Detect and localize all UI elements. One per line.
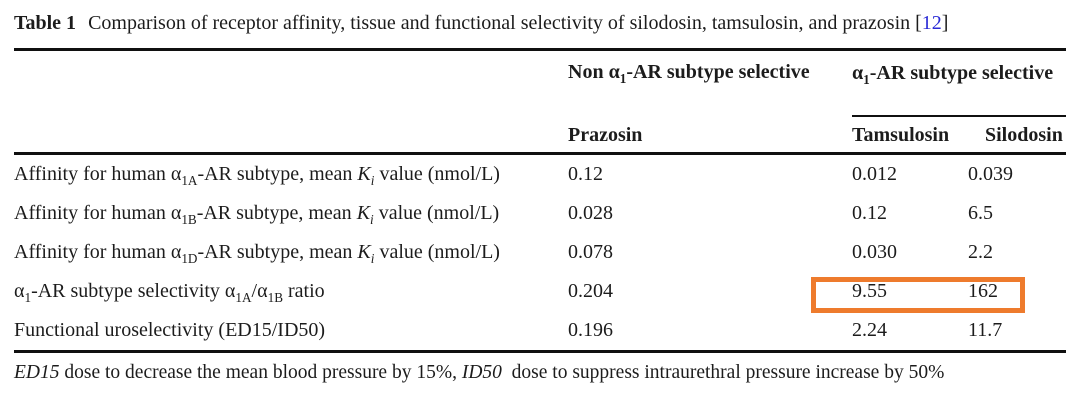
header-spacer: [14, 117, 568, 152]
group-header-non-selective: Non α1-AR subtype selective: [568, 61, 810, 86]
cell-tamsulosin: 0.012: [852, 163, 897, 185]
cell-prazosin: 0.12: [568, 163, 603, 185]
table-body: Affinity for human α1A-AR subtype, mean …: [14, 155, 1066, 350]
citation-link[interactable]: [12]: [915, 12, 949, 34]
cell-silodosin-highlighted: 162: [968, 280, 998, 302]
table-caption-label: Table 1: [14, 12, 77, 34]
table-caption: Table 1 Comparison of receptor affinity, …: [14, 12, 1066, 35]
cell-silodosin: 2.2: [968, 241, 993, 263]
table-bottom-rule: [14, 350, 1066, 353]
table: Non α1-AR subtype selective α1-AR subtyp…: [14, 48, 1066, 353]
row-label: α1-AR subtype selectivity α1A/α1B ratio: [14, 280, 325, 305]
table-footnote: ED15 dose to decrease the mean blood pre…: [14, 362, 945, 383]
row-label: Functional uroselectivity (ED15/ID50): [14, 319, 326, 341]
cell-tamsulosin: 0.030: [852, 241, 897, 263]
cell-prazosin: 0.204: [568, 280, 613, 302]
table-header-rule: [14, 152, 1066, 155]
citation-number[interactable]: 12: [921, 12, 942, 34]
cell-prazosin: 0.028: [568, 202, 613, 224]
group-header-selective: α1-AR subtype selective: [852, 51, 1066, 117]
table-top-rule: [14, 48, 1066, 51]
cell-prazosin: 0.078: [568, 241, 613, 263]
table-caption-text: Comparison of receptor affinity, tissue …: [88, 12, 911, 34]
cell-tamsulosin: 2.24: [852, 319, 887, 341]
row-label: Affinity for human α1A-AR subtype, mean …: [14, 163, 500, 188]
table-header: Non α1-AR subtype selective α1-AR subtyp…: [14, 51, 1066, 152]
cell-silodosin: 6.5: [968, 202, 993, 224]
row-label: Affinity for human α1D-AR subtype, mean …: [14, 241, 500, 266]
header-spacer: [14, 51, 568, 117]
cell-prazosin: 0.196: [568, 319, 613, 341]
column-header-silodosin: Silodosin: [985, 124, 1063, 146]
row-label: Affinity for human α1B-AR subtype, mean …: [14, 202, 500, 227]
cell-tamsulosin: 0.12: [852, 202, 887, 224]
cell-silodosin: 11.7: [968, 319, 1003, 341]
cell-silodosin: 0.039: [968, 163, 1013, 185]
column-header-prazosin: Prazosin: [568, 124, 643, 146]
column-header-tamsulosin: Tamsulosin: [852, 124, 950, 146]
cell-tamsulosin-highlighted: 9.55: [852, 280, 887, 302]
